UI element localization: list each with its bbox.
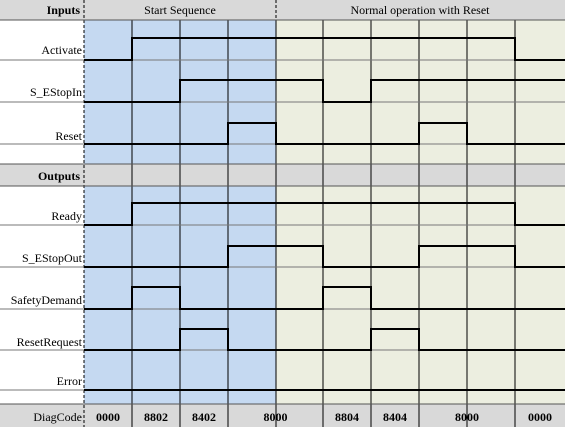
label-column [0,20,84,164]
signal-trace-s-estopin [84,79,565,103]
phase-start-sequence-label: Start Sequence [144,3,216,17]
signal-label-resetrequest: ResetRequest [17,335,83,349]
signal-label-s-estopin: S_EStopIn [30,85,82,99]
signal-trace-s-estopout [84,245,565,268]
signal-label-safetydemand: SafetyDemand [11,293,82,307]
diagcode-value: 8402 [192,410,216,424]
diagcode-values: 0000 8802 8402 8000 8804 8404 8000 0000 [96,410,552,424]
diagcode-value: 8804 [335,410,359,424]
signal-trace-reset [84,122,565,145]
label-column-outputs [0,186,84,404]
normal-operation-band [276,0,565,427]
diagcode-value: 8404 [383,410,407,424]
diagcode-value: 0000 [528,410,552,424]
signal-trace-safetydemand [84,286,565,310]
diagcode-label: DiagCode [33,410,82,424]
diagcode-value: 8000 [455,410,479,424]
signal-traces [84,37,565,391]
signal-trace-activate [84,37,565,61]
phase-normal-operation-label: Normal operation with Reset [351,3,491,17]
outputs-header-band [0,164,565,186]
inputs-header: Inputs [47,3,81,17]
outputs-header: Outputs [38,169,80,183]
signal-trace-resetrequest [84,328,565,351]
signal-label-ready: Ready [51,209,82,223]
signal-label-activate: Activate [41,43,82,57]
diagcode-value: 8802 [144,410,168,424]
diagcode-value: 0000 [96,410,120,424]
signal-label-reset: Reset [55,129,82,143]
diagcode-value: 8000 [264,410,288,424]
inputs-header-band [0,0,565,20]
signal-trace-ready [84,202,565,226]
signal-label-error: Error [57,374,82,388]
diagcode-band [0,404,565,427]
signal-labels: Activate S_EStopIn Reset Ready S_EStopOut Saf… [11,43,83,388]
signal-label-s-estopout: S_EStopOut [22,251,83,265]
